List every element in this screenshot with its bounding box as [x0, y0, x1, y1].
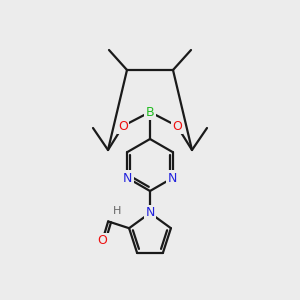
Text: O: O — [172, 119, 182, 133]
Text: O: O — [118, 119, 128, 133]
Text: N: N — [145, 206, 155, 220]
Text: O: O — [98, 234, 107, 247]
Text: N: N — [168, 172, 177, 184]
Text: N: N — [123, 172, 132, 184]
Text: B: B — [146, 106, 154, 118]
Text: H: H — [113, 206, 122, 216]
